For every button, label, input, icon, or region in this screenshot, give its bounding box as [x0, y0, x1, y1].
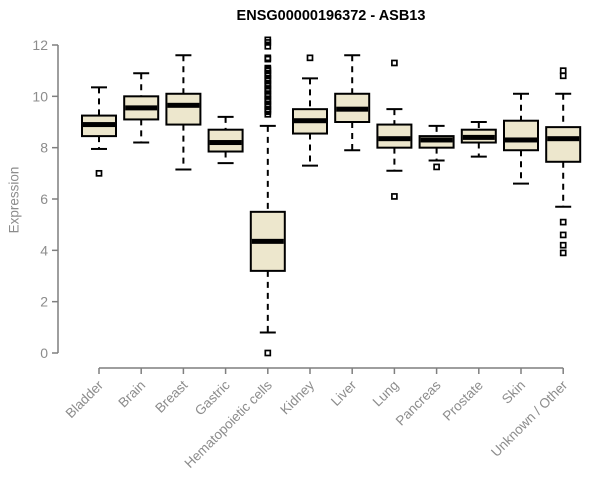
- outlier-point: [264, 110, 272, 118]
- median-line: [125, 105, 158, 111]
- median-line: [83, 122, 115, 128]
- iqr-box: [545, 126, 582, 163]
- y-tick-label: 12: [32, 37, 48, 53]
- median-line: [505, 137, 537, 143]
- x-tick-label: Prostate: [440, 378, 486, 424]
- y-tick-label: 8: [40, 140, 48, 156]
- x-tick-label: Skin: [499, 378, 528, 407]
- median-line: [462, 134, 495, 140]
- median-line: [167, 102, 200, 108]
- outlier-point: [391, 59, 398, 67]
- outlier-point: [391, 193, 398, 200]
- outlier-point: [559, 231, 567, 239]
- y-tick-label: 0: [40, 345, 48, 361]
- x-tick-label: Kidney: [277, 377, 317, 417]
- iqr-box: [503, 119, 539, 152]
- y-tick-label: 6: [40, 191, 48, 207]
- median-line: [251, 238, 284, 244]
- median-line: [547, 136, 580, 142]
- x-tick-label: Bladder: [63, 377, 107, 421]
- outlier-point: [264, 55, 272, 63]
- outlier-point: [433, 163, 440, 171]
- outlier-point: [264, 39, 272, 46]
- iqr-box: [376, 123, 413, 149]
- outlier-point: [559, 67, 567, 75]
- x-tick-label: Gastric: [192, 377, 233, 418]
- y-tick-label: 4: [40, 242, 48, 258]
- outlier-point: [95, 169, 103, 177]
- y-tick-label: 10: [32, 88, 48, 104]
- x-tick-label: Pancreas: [393, 377, 444, 428]
- iqr-box: [165, 92, 202, 126]
- x-tick-label: Breast: [152, 377, 190, 415]
- median-line: [378, 136, 411, 142]
- outlier-point: [559, 218, 567, 226]
- chart-title: ENSG00000196372 - ASB13: [236, 8, 426, 24]
- median-line: [294, 118, 326, 124]
- y-tick-label: 2: [40, 294, 48, 310]
- outlier-point: [264, 349, 272, 357]
- outlier-point: [559, 72, 567, 80]
- outlier-point: [264, 42, 272, 50]
- median-line: [336, 106, 369, 112]
- median-line: [209, 140, 242, 146]
- x-tick-label: Lung: [370, 378, 402, 410]
- x-tick-label: Liver: [328, 377, 360, 409]
- median-line: [420, 137, 453, 143]
- x-tick-label: Unknown / Other: [488, 377, 571, 460]
- outlier-point: [306, 54, 314, 62]
- x-tick-label: Brain: [115, 378, 148, 411]
- outlier-point: [559, 249, 567, 257]
- outlier-point: [559, 241, 567, 249]
